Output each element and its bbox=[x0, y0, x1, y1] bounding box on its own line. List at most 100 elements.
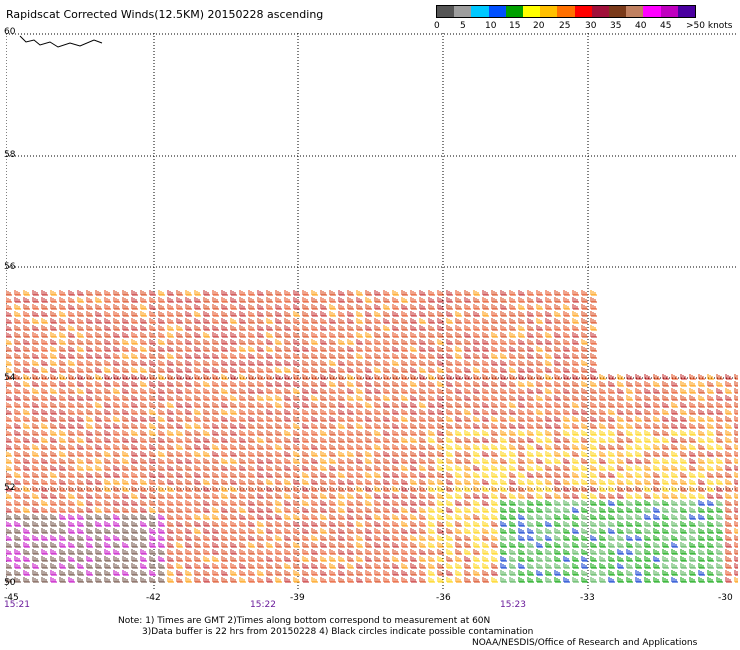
wind-barb bbox=[671, 556, 678, 562]
wind-barb bbox=[302, 570, 309, 576]
wind-barb bbox=[149, 451, 156, 457]
wind-barb bbox=[122, 493, 129, 499]
wind-barb bbox=[212, 528, 219, 534]
wind-barb bbox=[554, 416, 561, 422]
wind-barb bbox=[338, 402, 345, 408]
wind-barb bbox=[95, 451, 102, 457]
wind-barb bbox=[662, 542, 669, 548]
wind-barb bbox=[167, 549, 174, 555]
wind-barb bbox=[374, 339, 381, 345]
wind-barb bbox=[410, 549, 417, 555]
wind-barb bbox=[671, 472, 678, 478]
wind-barb bbox=[419, 318, 426, 324]
wind-barb bbox=[383, 570, 390, 576]
wind-barb bbox=[653, 542, 660, 548]
wind-barb bbox=[428, 430, 435, 436]
wind-barb bbox=[338, 542, 345, 548]
wind-barb bbox=[365, 409, 372, 415]
wind-barb bbox=[707, 451, 714, 457]
wind-barb bbox=[518, 507, 525, 513]
wind-barb bbox=[248, 346, 255, 352]
wind-barb bbox=[527, 493, 534, 499]
wind-barb bbox=[320, 570, 327, 576]
wind-barb bbox=[428, 570, 435, 576]
wind-barb bbox=[59, 521, 66, 527]
wind-barb bbox=[77, 472, 84, 478]
wind-barb bbox=[680, 542, 687, 548]
wind-barb bbox=[419, 535, 426, 541]
wind-barb bbox=[320, 423, 327, 429]
wind-barb bbox=[329, 542, 336, 548]
wind-barb bbox=[473, 479, 480, 485]
wind-barb bbox=[410, 472, 417, 478]
wind-barb bbox=[509, 500, 516, 506]
wind-barb bbox=[599, 507, 606, 513]
wind-barb bbox=[698, 563, 705, 569]
wind-barb bbox=[491, 318, 498, 324]
wind-barb bbox=[230, 451, 237, 457]
wind-barb bbox=[212, 304, 219, 310]
wind-barb bbox=[491, 500, 498, 506]
wind-barb bbox=[509, 360, 516, 366]
wind-barb bbox=[6, 437, 12, 443]
wind-barb bbox=[221, 388, 228, 394]
wind-barb bbox=[266, 479, 273, 485]
wind-barb bbox=[617, 570, 624, 576]
wind-barb bbox=[32, 304, 39, 310]
wind-barb bbox=[455, 381, 462, 387]
wind-barb bbox=[383, 402, 390, 408]
wind-barb bbox=[50, 542, 57, 548]
wind-barb bbox=[716, 549, 723, 555]
wind-barb bbox=[338, 528, 345, 534]
wind-barb bbox=[239, 346, 246, 352]
wind-barb bbox=[203, 458, 210, 464]
wind-barb bbox=[455, 423, 462, 429]
wind-barb bbox=[563, 402, 570, 408]
wind-barb bbox=[725, 388, 732, 394]
wind-barb bbox=[149, 402, 156, 408]
wind-barb bbox=[725, 444, 732, 450]
wind-barb bbox=[365, 451, 372, 457]
wind-barb bbox=[6, 451, 12, 457]
wind-barb bbox=[590, 374, 597, 380]
wind-barb bbox=[383, 493, 390, 499]
wind-barb bbox=[536, 332, 543, 338]
wind-barb bbox=[428, 556, 435, 562]
wind-barb bbox=[527, 570, 534, 576]
wind-barb bbox=[347, 325, 354, 331]
legend-swatch bbox=[505, 6, 524, 17]
wind-barb bbox=[455, 479, 462, 485]
wind-barb bbox=[77, 304, 84, 310]
wind-barb bbox=[284, 563, 291, 569]
wind-barb bbox=[365, 346, 372, 352]
wind-barb bbox=[419, 472, 426, 478]
wind-barb bbox=[77, 360, 84, 366]
wind-barb bbox=[176, 388, 183, 394]
wind-barb bbox=[104, 297, 111, 303]
wind-barb bbox=[59, 444, 66, 450]
wind-barb bbox=[104, 409, 111, 415]
wind-barb bbox=[464, 444, 471, 450]
wind-barb bbox=[176, 563, 183, 569]
wind-barb bbox=[401, 451, 408, 457]
wind-barb bbox=[428, 332, 435, 338]
wind-barb bbox=[221, 493, 228, 499]
wind-barb bbox=[419, 479, 426, 485]
wind-barb bbox=[590, 465, 597, 471]
wind-barb bbox=[464, 570, 471, 576]
wind-barb bbox=[185, 556, 192, 562]
wind-barb bbox=[140, 339, 147, 345]
wind-barb bbox=[329, 444, 336, 450]
wind-barb bbox=[122, 423, 129, 429]
wind-barb bbox=[572, 556, 579, 562]
wind-barb bbox=[662, 479, 669, 485]
wind-barb bbox=[221, 577, 228, 583]
wind-barb bbox=[23, 423, 30, 429]
wind-barb bbox=[356, 297, 363, 303]
wind-barb bbox=[473, 570, 480, 576]
wind-barb bbox=[311, 395, 318, 401]
wind-barb bbox=[365, 521, 372, 527]
wind-barb bbox=[320, 388, 327, 394]
wind-barb bbox=[158, 437, 165, 443]
wind-barb bbox=[509, 486, 516, 492]
